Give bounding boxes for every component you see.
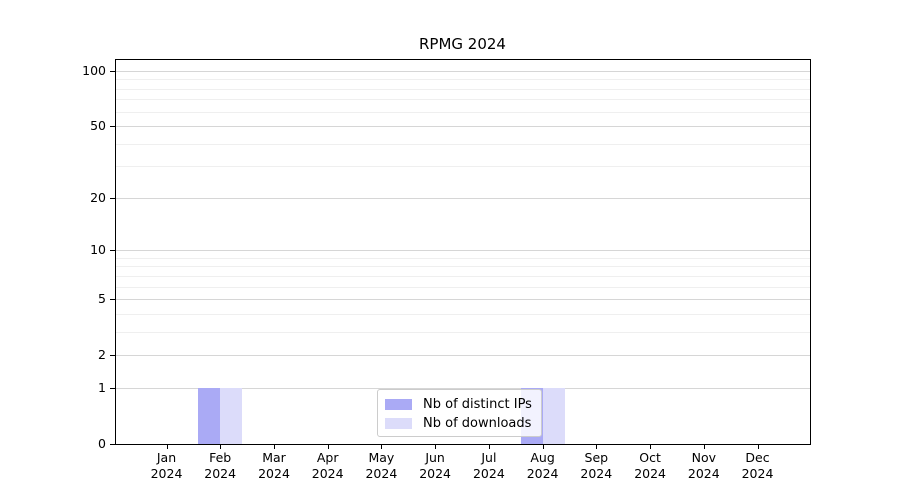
minor-gridline	[116, 111, 810, 113]
x-tick-mark	[757, 444, 759, 449]
minor-gridline	[116, 286, 810, 288]
x-tick-label-feb: Feb 2024	[204, 450, 237, 481]
x-tick-label-jan: Jan 2024	[150, 450, 183, 481]
x-tick-mark	[596, 444, 598, 449]
legend-item-distinct-ips: Nb of distinct IPs	[378, 395, 541, 414]
legend: Nb of distinct IPs Nb of downloads	[377, 389, 542, 437]
x-tick-label-jul: Jul 2024	[472, 450, 505, 481]
x-tick-label-apr: Apr 2024	[311, 450, 344, 481]
x-tick-mark	[166, 444, 168, 449]
x-tick-mark	[542, 444, 544, 449]
y-tick-mark	[110, 299, 115, 301]
y-tick-label: 100	[82, 62, 106, 78]
y-tick-mark	[110, 355, 115, 357]
y-tick-mark	[110, 126, 115, 128]
legend-swatch-distinct-ips	[385, 399, 412, 410]
minor-gridline	[116, 99, 810, 101]
minor-gridline	[116, 313, 810, 315]
legend-label: Nb of distinct IPs	[423, 397, 532, 412]
x-tick-mark	[703, 444, 705, 449]
y-tick-mark	[110, 388, 115, 389]
bar-distinct-ips-feb	[198, 388, 221, 444]
minor-gridline	[116, 275, 810, 277]
x-tick-mark	[220, 444, 222, 449]
x-tick-label-dec: Dec 2024	[741, 450, 774, 481]
x-tick-label-may: May 2024	[365, 450, 398, 481]
y-tick-label: 20	[90, 189, 106, 205]
bar-downloads-aug	[542, 388, 565, 444]
y-tick-label: 10	[90, 242, 106, 258]
x-tick-label-mar: Mar 2024	[258, 450, 290, 481]
minor-gridline	[116, 79, 810, 81]
plot-area	[115, 59, 811, 445]
x-tick-mark	[488, 444, 490, 449]
x-tick-label-nov: Nov 2024	[687, 450, 720, 481]
y-tick-label: 5	[98, 291, 106, 307]
x-tick-mark	[650, 444, 652, 449]
minor-gridline	[116, 88, 810, 90]
chart-title: RPMG 2024	[419, 35, 506, 53]
y-tick-mark	[110, 250, 115, 252]
y-tick-mark	[110, 197, 115, 199]
major-gridline	[116, 197, 810, 199]
minor-gridline	[116, 166, 810, 168]
bar-downloads-feb	[220, 388, 243, 444]
major-gridline	[116, 70, 810, 72]
y-tick-label: 0	[98, 436, 106, 451]
legend-label: Nb of downloads	[423, 416, 532, 431]
x-tick-mark	[327, 444, 329, 449]
legend-item-downloads: Nb of downloads	[378, 414, 541, 433]
major-gridline	[116, 299, 810, 301]
x-tick-mark	[274, 444, 275, 449]
x-tick-label-aug: Aug 2024	[526, 450, 559, 481]
minor-gridline	[116, 331, 810, 333]
minor-gridline	[116, 257, 810, 259]
y-tick-mark	[110, 70, 115, 72]
y-tick-label: 50	[90, 118, 106, 134]
major-gridline	[116, 388, 810, 389]
x-tick-mark	[381, 444, 383, 449]
x-tick-label-jun: Jun 2024	[419, 450, 451, 481]
major-gridline	[116, 126, 810, 128]
minor-gridline	[116, 143, 810, 145]
x-tick-mark	[435, 444, 437, 449]
y-tick-mark	[110, 444, 115, 445]
x-tick-label-sep: Sep 2024	[580, 450, 613, 481]
x-tick-label-oct: Oct 2024	[634, 450, 666, 481]
major-gridline	[116, 250, 810, 252]
y-tick-label: 2	[98, 347, 106, 363]
y-tick-label: 1	[98, 380, 106, 395]
major-gridline	[116, 355, 810, 357]
legend-swatch-downloads	[385, 418, 412, 429]
minor-gridline	[116, 266, 810, 268]
